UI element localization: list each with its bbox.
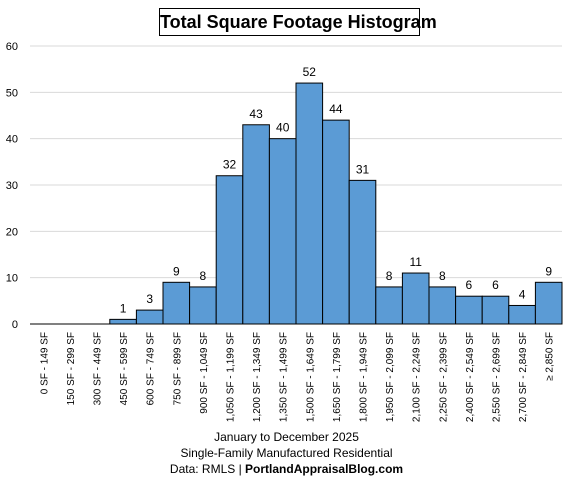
y-tick-label: 0 (12, 319, 18, 331)
x-tick-label: 750 SF - 899 SF (172, 332, 183, 405)
x-tick-label: 1,950 SF - 2,099 SF (385, 332, 396, 422)
x-tick-label: 1,350 SF - 1,499 SF (279, 332, 290, 422)
x-tick-label: 300 SF - 449 SF (93, 332, 104, 405)
x-tick-label: 1,800 SF - 1,949 SF (359, 332, 370, 422)
bar-value-label: 31 (356, 162, 370, 176)
caption-property-type: Single-Family Manufactured Residential (180, 446, 393, 460)
x-tick-labels: 0 SF - 149 SF 150 SF - 299 SF 300 SF - 449… (39, 332, 555, 422)
histogram-bar (162, 281, 191, 325)
caption-source-prefix: Data: RMLS | (169, 462, 246, 476)
x-tick-label: 450 SF - 599 SF (119, 332, 130, 405)
bars (109, 82, 563, 325)
caption-source-brand: PortlandAppraisalBlog.com (245, 462, 404, 476)
data-labels: 1 3 9 8 32 43 40 52 44 31 8 11 8 6 6 4 9 (120, 65, 553, 315)
x-tick-label: 900 SF - 1,049 SF (199, 332, 210, 414)
x-tick-label: 2,550 SF - 2,699 SF (492, 332, 503, 422)
histogram-bar (215, 175, 244, 325)
bar-value-label: 11 (409, 255, 422, 269)
x-tick-label: 1,200 SF - 1,349 SF (252, 332, 263, 422)
bar-value-label: 3 (146, 292, 153, 306)
x-tick-label: ≥ 2,850 SF (545, 332, 556, 381)
histogram-bar (189, 286, 217, 325)
histogram-bar (428, 286, 457, 325)
x-tick-label: 2,100 SF - 2,249 SF (412, 332, 423, 422)
histogram-bar (348, 179, 377, 325)
histogram-bar (534, 281, 563, 325)
bar-value-label: 44 (329, 102, 343, 116)
histogram-bar (401, 272, 430, 325)
bar-value-label: 6 (466, 278, 473, 292)
y-tick-label: 10 (6, 273, 18, 285)
y-tick-label: 30 (6, 180, 18, 192)
bar-value-label: 1 (120, 301, 127, 315)
y-tick-label: 60 (6, 41, 18, 53)
bar-value-label: 8 (439, 269, 446, 283)
bar-value-label: 4 (519, 287, 526, 301)
y-tick-label: 20 (6, 226, 18, 238)
histogram-chart: 1 3 9 8 32 43 40 52 44 31 8 11 8 6 6 4 9 0 10 20 30 40 50 60 0… (6, 41, 563, 422)
histogram-bar (455, 295, 483, 325)
y-tick-label: 40 (6, 134, 18, 146)
histogram-bar (322, 119, 350, 325)
x-tick-label: 150 SF - 299 SF (66, 332, 77, 405)
histogram-bar (135, 309, 164, 325)
bar-value-label: 8 (386, 269, 393, 283)
bar-value-label: 40 (276, 121, 290, 135)
chart-title: Total Square Footage Histogram (159, 8, 437, 36)
x-tick-label: 1,500 SF - 1,649 SF (305, 332, 316, 422)
x-tick-label: 2,700 SF - 2,849 SF (518, 332, 529, 422)
histogram-bar (242, 124, 270, 325)
histogram-bar (268, 138, 297, 325)
x-tick-label: 1,050 SF - 1,199 SF (226, 332, 237, 422)
caption-date-range: January to December 2025 (214, 430, 359, 444)
x-tick-label: 600 SF - 749 SF (146, 332, 157, 405)
bar-value-label: 9 (173, 264, 180, 278)
bar-value-label: 52 (303, 65, 317, 79)
bar-value-label: 8 (200, 269, 207, 283)
bar-value-label: 32 (223, 158, 237, 172)
x-tick-label: 2,250 SF - 2,399 SF (438, 332, 449, 422)
caption-source: Data: RMLS | PortlandAppraisalBlog.com (0, 461, 573, 477)
histogram-bar (109, 318, 137, 325)
y-tick-labels: 0 10 20 30 40 50 60 (6, 41, 18, 331)
bar-value-label: 43 (249, 107, 263, 121)
histogram-bar (375, 286, 403, 325)
x-tick-label: 0 SF - 149 SF (39, 332, 50, 394)
y-tick-label: 50 (6, 87, 18, 99)
x-tick-label: 1,650 SF - 1,799 SF (332, 332, 343, 422)
x-tick-label: 2,400 SF - 2,549 SF (465, 332, 476, 422)
histogram-bar (508, 304, 536, 325)
histogram-bar (295, 82, 324, 325)
bar-value-label: 9 (545, 264, 552, 278)
bar-value-label: 6 (492, 278, 499, 292)
histogram-bar (481, 295, 510, 325)
